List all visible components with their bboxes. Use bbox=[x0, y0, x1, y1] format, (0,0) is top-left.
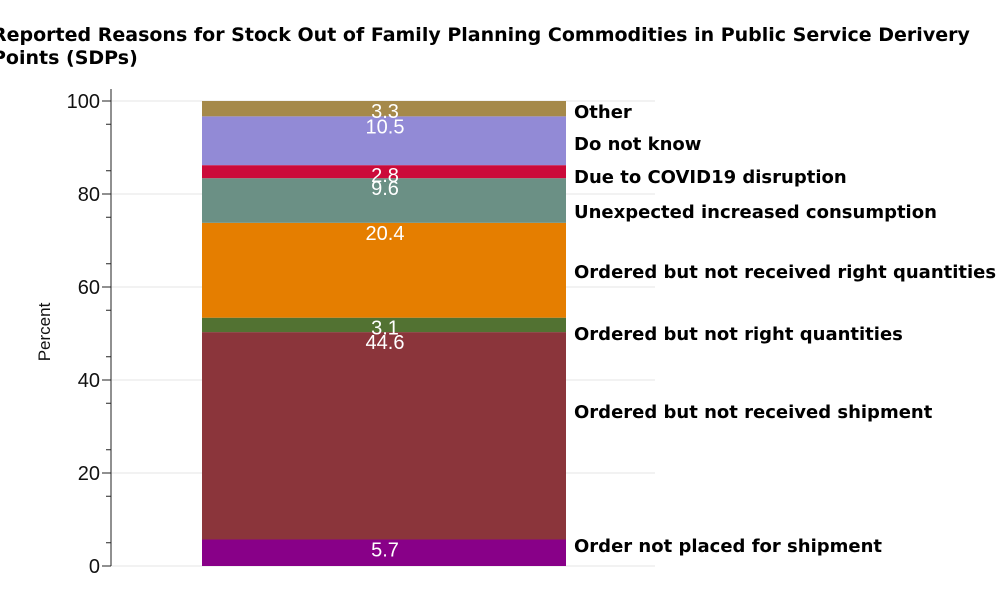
y-tick-label: 80 bbox=[78, 184, 100, 206]
bar-segment bbox=[202, 539, 566, 566]
segment-name-label: Ordered but not right quantities bbox=[574, 324, 903, 345]
bar-segment bbox=[202, 332, 566, 540]
bar-segment bbox=[202, 165, 566, 179]
y-tick-label: 20 bbox=[78, 463, 100, 485]
segment-value-label: 3.1 bbox=[371, 318, 399, 340]
bar-segment bbox=[202, 101, 566, 117]
y-tick-label: 40 bbox=[78, 370, 100, 392]
segment-value-labels: 5.7 44.63.1 20.4 9.62.8 10.53.3 bbox=[366, 101, 405, 561]
segment-name-label: Ordered but not received shipment bbox=[574, 402, 933, 423]
stacked-bar bbox=[202, 101, 566, 566]
segment-name-label: Order not placed for shipment bbox=[574, 536, 882, 557]
segment-value-label: 9.6 bbox=[371, 178, 399, 200]
segment-name-label: Other bbox=[574, 102, 632, 123]
y-axis-label: Percent bbox=[35, 302, 54, 361]
segment-name-label: Unexpected increased consumption bbox=[574, 202, 937, 223]
bar-segment bbox=[202, 317, 566, 333]
segment-name-labels: Order not placed for shipment Ordered but… bbox=[574, 102, 996, 557]
bar-segment bbox=[202, 178, 566, 223]
chart-title: Reported Reasons for Stock Out of Family… bbox=[0, 24, 970, 69]
segment-name-label: Due to COVID19 disruption bbox=[574, 167, 847, 188]
bar-segment bbox=[202, 116, 566, 166]
bar-segment bbox=[202, 222, 566, 318]
y-tick-label: 60 bbox=[78, 277, 100, 299]
segment-name-label: Ordered but not received right quantitie… bbox=[574, 262, 996, 283]
y-axis: 0 20 40 60 80 100 bbox=[67, 89, 112, 578]
segment-value-label: 5.7 bbox=[371, 539, 399, 561]
y-tick-label: 100 bbox=[67, 91, 100, 113]
segment-name-label: Do not know bbox=[574, 134, 701, 155]
y-tick-label: 0 bbox=[89, 556, 100, 578]
segment-value-label: 44.6 bbox=[366, 332, 405, 354]
segment-value-label: 10.5 bbox=[366, 116, 405, 138]
segment-value-label: 2.8 bbox=[371, 165, 399, 187]
segment-value-label: 3.3 bbox=[371, 101, 399, 123]
segment-value-label: 20.4 bbox=[366, 223, 405, 245]
